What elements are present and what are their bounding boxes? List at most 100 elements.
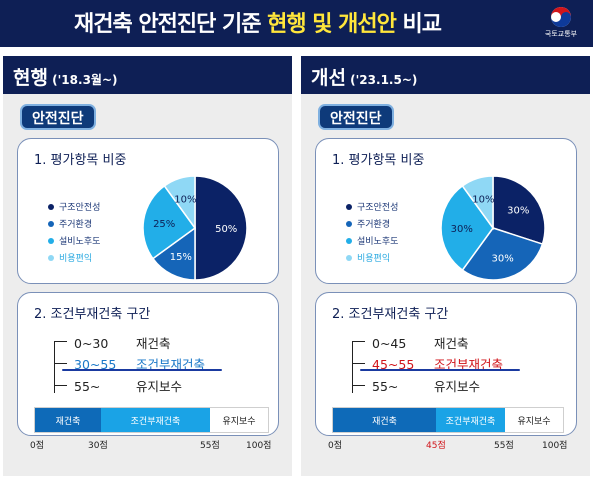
scale-label: 0점 [328, 441, 343, 451]
scale-label: 100점 [246, 441, 272, 451]
segment-conditional: 조건부재건축 [436, 408, 505, 432]
range-label: 조건부재건축 [136, 357, 206, 372]
legend-label: 설비노후도 [59, 237, 101, 247]
range-row: 30~55 조건부재건축 [74, 354, 205, 373]
logo-text: 국토교통부 [544, 30, 578, 38]
slice-structure [492, 175, 546, 246]
range-value: 30~55 [74, 357, 117, 372]
segment-maintenance: 유지보수 [505, 408, 563, 432]
slice-facility [440, 184, 494, 272]
legend-dot [48, 237, 54, 244]
legend-item: 주거환경 [346, 217, 398, 234]
range-label: 재건축 [434, 336, 469, 351]
slice-label: 10% [174, 194, 196, 205]
score-bar: 재건축 조건부재건축 유지보수 [34, 407, 269, 433]
range-box: 2. 조건부재건축 구간 0~45 재건축 45~55 조건부재건축 55~ 유지보수… [315, 292, 577, 451]
legend-item: 구조안전성 [48, 200, 100, 217]
title-highlight: 현행 및 개선안 [267, 12, 397, 37]
legend-item: 비용편익 [48, 251, 100, 268]
legend-dot [48, 254, 54, 261]
legend-item: 구조안전성 [346, 200, 398, 217]
range-value: 0~45 [372, 336, 407, 351]
title-part1: 재건축 안전진단 기준 [73, 12, 268, 37]
legend-dot [346, 203, 352, 210]
bracket-lines [54, 341, 68, 393]
section1-title: 1. 평가항목 비중 [34, 153, 127, 168]
section-badge: 안전진단 [20, 104, 96, 130]
slice-label: 15% [170, 252, 192, 263]
panel-heading: 개선 ('23.1.5~) [301, 56, 590, 94]
scale-label: 55점 [494, 441, 514, 451]
ministry-logo: 국토교통부 [539, 6, 583, 42]
slice-structure [194, 175, 248, 281]
slice-label: 30% [507, 206, 529, 217]
segment-conditional: 조건부재건축 [101, 408, 210, 432]
range-value: 0~30 [74, 336, 109, 351]
slice-cost [461, 175, 494, 231]
range-label: 유지보수 [136, 379, 183, 394]
slice-cost [163, 175, 196, 231]
score-bar: 재건축 조건부재건축 유지보수 [332, 407, 564, 433]
pie-legend: 구조안전성 주거환경 설비노후도 비용편익 [346, 200, 398, 268]
legend-dot [346, 220, 352, 227]
bracket-lines [352, 341, 366, 393]
page-title: 재건축 안전진단 기준 현행 및 개선안 비교 [0, 6, 515, 38]
pie-legend: 구조안전성 주거환경 설비노후도 비용편익 [48, 200, 100, 268]
range-label: 조건부재건축 [434, 357, 504, 372]
slice-facility [142, 184, 197, 260]
legend-label: 주거환경 [59, 220, 93, 230]
segment-rebuild: 재건축 [35, 408, 101, 432]
scale-label: 0점 [30, 441, 45, 451]
segment-maintenance: 유지보수 [210, 408, 268, 432]
segment-rebuild: 재건축 [333, 408, 436, 432]
improved-panel: 개선 ('23.1.5~) 안전진단 1. 평가항목 비중 구조안전성 주거환경… [301, 56, 590, 476]
legend-item: 설비노후도 [48, 234, 100, 251]
legend-label: 설비노후도 [357, 237, 399, 247]
range-row: 55~ 유지보수 [372, 376, 480, 395]
panel-title: 개선 [311, 67, 346, 89]
legend-item: 비용편익 [346, 251, 398, 268]
legend-dot [48, 220, 54, 227]
scale-label: 100점 [542, 441, 568, 451]
weight-box: 1. 평가항목 비중 구조안전성 주거환경 설비노후도 비용편익 50% 15% 2… [17, 138, 279, 284]
current-panel: 현행 ('18.3월~) 안전진단 1. 평가항목 비중 구조안전성 주거환경 … [3, 56, 292, 476]
slice-label: 25% [153, 219, 175, 230]
panel-title: 현행 [13, 67, 48, 89]
weight-box: 1. 평가항목 비중 구조안전성 주거환경 설비노후도 비용편익 30% 30% 3… [315, 138, 577, 284]
range-row: 45~55 조건부재건축 [372, 354, 503, 373]
slice-label: 10% [472, 194, 494, 205]
weight-pie-chart: 50% 15% 25% 10% [142, 175, 248, 281]
range-box: 2. 조건부재건축 구간 0~30 재건축 30~55 조건부재건축 55~ 유지보수… [17, 292, 279, 451]
section-badge: 안전진단 [318, 104, 394, 130]
legend-label: 구조안전성 [357, 203, 399, 213]
slice-residential [461, 227, 544, 281]
section1-title: 1. 평가항목 비중 [332, 153, 425, 168]
legend-item: 설비노후도 [346, 234, 398, 251]
panel-period: ('23.1.5~) [345, 73, 418, 87]
section2-title: 2. 조건부재건축 구간 [332, 307, 449, 322]
range-list: 0~30 재건축 30~55 조건부재건축 55~ 유지보수 [48, 333, 278, 403]
legend-label: 주거환경 [357, 220, 391, 230]
emblem-icon [551, 7, 571, 27]
weight-pie-chart: 30% 30% 30% 10% [440, 175, 546, 281]
section2-title: 2. 조건부재건축 구간 [34, 307, 151, 322]
legend-label: 비용편익 [59, 254, 93, 264]
panel-period: ('18.3월~) [47, 73, 118, 87]
legend-dot [346, 237, 352, 244]
range-row: 0~30 재건축 [74, 333, 171, 352]
legend-item: 주거환경 [48, 217, 100, 234]
highlight-underline [62, 369, 222, 371]
legend-dot [346, 254, 352, 261]
legend-dot [48, 203, 54, 210]
slice-label: 30% [451, 224, 473, 235]
range-row: 55~ 유지보수 [74, 376, 182, 395]
range-label: 재건축 [136, 336, 171, 351]
legend-label: 비용편익 [357, 254, 391, 264]
range-value: 55~ [74, 379, 101, 394]
page-header: 재건축 안전진단 기준 현행 및 개선안 비교 국토교통부 [0, 0, 593, 47]
highlight-underline [360, 369, 520, 371]
range-row: 0~45 재건축 [372, 333, 469, 352]
scale-label: 30점 [88, 441, 108, 451]
slice-label: 30% [492, 254, 514, 265]
title-part2: 비교 [395, 12, 442, 37]
